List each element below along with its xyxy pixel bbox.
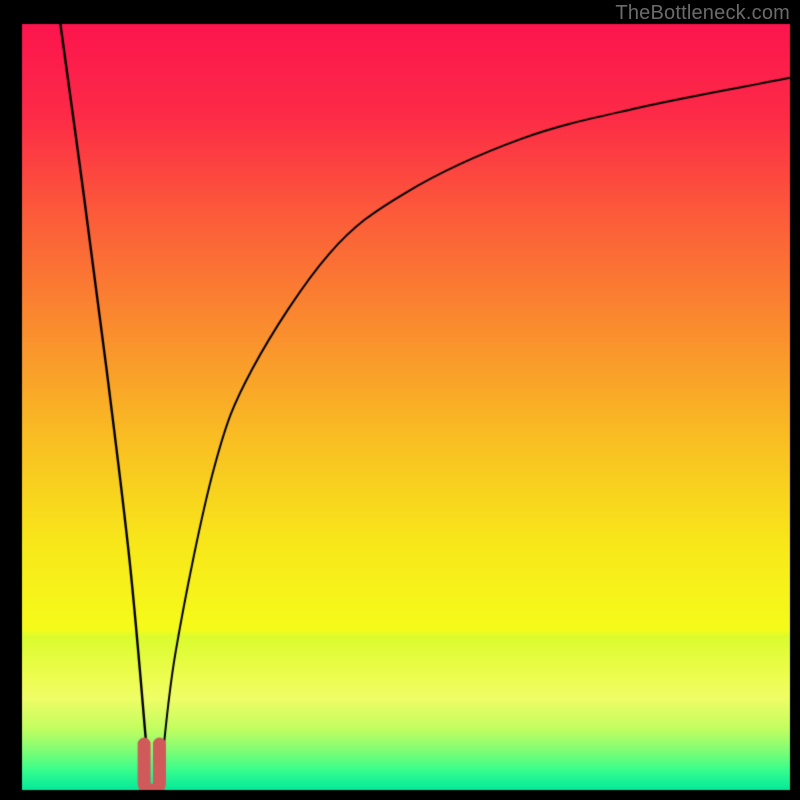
chart-stage: TheBottleneck.com: [0, 0, 800, 800]
bottleneck-curve-chart: [0, 0, 800, 800]
watermark-text: TheBottleneck.com: [615, 2, 790, 25]
